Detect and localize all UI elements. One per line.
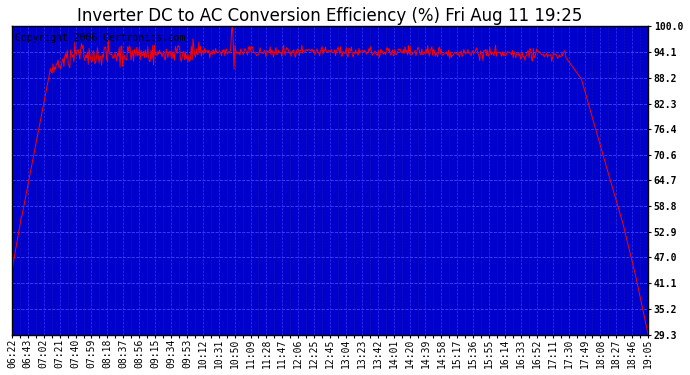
Text: Copyright 2006 Certronics.com: Copyright 2006 Certronics.com: [15, 33, 186, 43]
Title: Inverter DC to AC Conversion Efficiency (%) Fri Aug 11 19:25: Inverter DC to AC Conversion Efficiency …: [77, 7, 583, 25]
